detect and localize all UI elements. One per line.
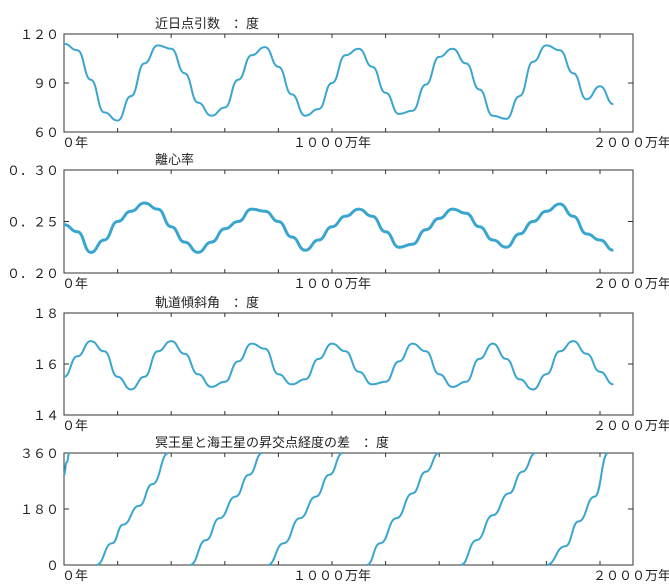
chart-title: 冥王星と海王星の昇交点経度の差 ：度 — [155, 435, 389, 451]
y-tick-label: ０．２５ — [7, 216, 59, 231]
y-tick-label: １６ — [33, 358, 59, 373]
x-tick-label: ０年 — [62, 419, 88, 434]
series-line — [63, 452, 71, 476]
x-tick-label: １０００万年 — [293, 277, 371, 292]
plot-frame — [63, 452, 634, 566]
x-tick-label: ０年 — [62, 277, 88, 292]
series-line — [63, 340, 614, 391]
y-tick-label: ９０ — [33, 77, 59, 92]
x-tick-label: ０年 — [62, 569, 88, 584]
chart-title: 離心率 — [155, 152, 194, 168]
series-line — [366, 452, 440, 566]
y-tick-label: ３６０ — [20, 447, 59, 462]
chart-panel-4: 冥王星と海王星の昇交点経度の差 ：度 ３６０ １８０ ００年 １０００万年 ２０００万年 — [20, 435, 669, 584]
series-line — [546, 452, 609, 566]
series-line — [460, 452, 537, 566]
plot-frame — [63, 33, 634, 133]
series-line — [267, 452, 344, 566]
y-tick-label: ０ — [46, 559, 59, 574]
y-tick-label: １４ — [33, 409, 59, 424]
series-line — [63, 42, 614, 122]
x-tick-label: １０００万年 — [293, 136, 371, 151]
plot-frame — [63, 169, 634, 274]
x-tick-label: ０年 — [62, 136, 88, 151]
x-tick-label: ２０００万年 — [593, 277, 669, 292]
y-tick-label: １８０ — [20, 503, 59, 518]
y-tick-label: １８ — [33, 307, 59, 322]
chart-title: 軌道傾斜角 ：度 — [155, 295, 259, 311]
chart-title: 近日点引数 ：度 — [155, 16, 259, 32]
y-tick-label: ６０ — [33, 126, 59, 141]
x-tick-label: ２０００万年 — [593, 569, 669, 584]
y-tick-label: ０．２０ — [7, 267, 59, 282]
series-line — [63, 201, 614, 254]
x-tick-label: ２０００万年 — [593, 419, 669, 434]
series-line — [95, 452, 169, 566]
x-tick-label: ２０００万年 — [593, 136, 669, 151]
x-tick-label: １０００万年 — [293, 569, 371, 584]
plot-frame — [63, 312, 634, 416]
series-line — [189, 452, 263, 566]
y-tick-label: １２０ — [20, 28, 59, 43]
y-tick-label: ０．３０ — [7, 164, 59, 179]
